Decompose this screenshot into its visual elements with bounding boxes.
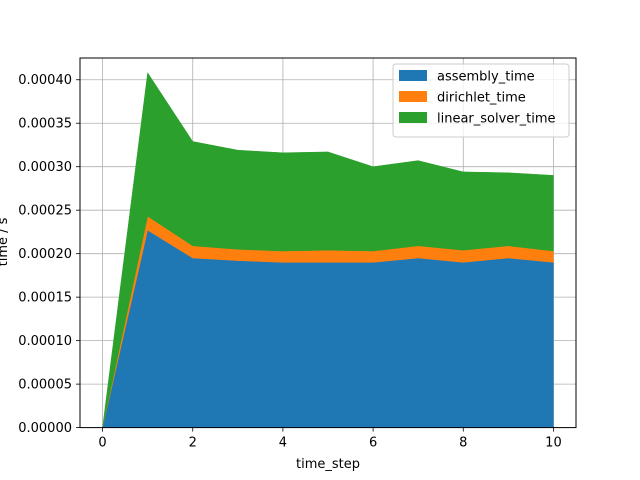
y-tick-label: 0.00025	[18, 204, 72, 219]
y-tick-label: 0.00005	[18, 378, 72, 393]
x-axis-ticks: 0 2 4 6 8 10	[98, 427, 562, 451]
x-tick-label: 10	[545, 436, 562, 451]
legend: assembly_time dirichlet_time linear_solver…	[392, 63, 570, 138]
y-tick-label: 0.00040	[18, 73, 72, 88]
legend-swatch-linear-solver-time	[399, 112, 427, 123]
legend-box	[392, 63, 570, 138]
y-tick-label: 0.00010	[18, 334, 72, 349]
y-axis-label: time / s	[0, 217, 11, 266]
y-axis-ticks: 0.00000 0.00005 0.00010 0.00015 0.00020 0.000…	[18, 73, 80, 436]
x-tick-label: 2	[189, 436, 197, 451]
area-linear-solver-time	[102, 72, 554, 428]
legend-label-assembly-time: assembly_time	[437, 70, 535, 85]
y-tick-label: 0.00030	[18, 160, 72, 175]
legend-label-linear-solver-time: linear_solver_time	[437, 112, 556, 127]
series-areas	[102, 72, 554, 428]
y-tick-label: 0.00015	[18, 291, 72, 306]
legend-label-dirichlet-time: dirichlet_time	[437, 91, 526, 106]
legend-swatch-assembly-time	[399, 70, 427, 81]
plot-frame	[79, 57, 577, 429]
y-tick-label: 0.00035	[18, 117, 72, 132]
x-tick-label: 6	[369, 436, 377, 451]
y-tick-label: 0.00020	[18, 247, 72, 262]
x-tick-label: 8	[459, 436, 467, 451]
x-tick-label: 4	[279, 436, 287, 451]
legend-swatch-dirichlet-time	[399, 91, 427, 102]
y-tick-label: 0.00000	[18, 421, 72, 436]
x-tick-label: 0	[98, 436, 106, 451]
x-axis-label: time_step	[296, 457, 360, 472]
